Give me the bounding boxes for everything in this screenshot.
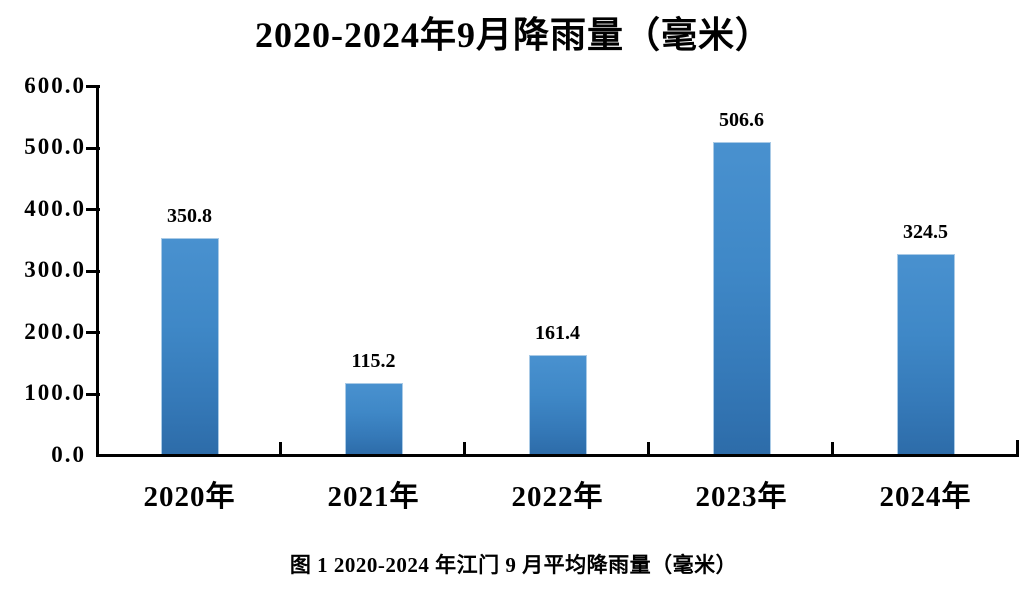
bar-2022年	[528, 354, 587, 454]
chart-title: 2020-2024年9月降雨量（毫米）	[255, 15, 772, 55]
y-axis-tick	[86, 392, 100, 396]
bar-value-label: 161.4	[535, 321, 580, 344]
bar-value-label: 115.2	[351, 350, 396, 373]
x-axis-end-tick	[1016, 440, 1019, 454]
bar-2023年	[712, 142, 771, 454]
y-axis-tick-label: 100.0	[24, 379, 86, 405]
bar-value-label: 506.6	[719, 109, 764, 132]
y-axis-tick	[86, 146, 100, 150]
x-axis-tick	[279, 442, 282, 454]
y-axis-tick-label: 600.0	[24, 72, 86, 98]
bar-2021年	[344, 383, 403, 454]
y-axis-tick	[86, 208, 100, 211]
x-axis-category-label: 2021年	[327, 481, 420, 513]
x-axis-tick	[831, 442, 834, 454]
x-axis-category-label: 2020年	[143, 481, 236, 513]
x-axis-category-label: 2022年	[511, 481, 604, 513]
y-axis-tick	[86, 269, 100, 273]
chart-caption: 图 1 2020-2024 年江门 9 月平均降雨量（毫米）	[289, 553, 738, 577]
y-axis-tick-label: 500.0	[24, 133, 86, 159]
y-axis-tick-label: 200.0	[24, 318, 86, 344]
bar-2020年	[160, 238, 219, 454]
x-axis-category-label: 2023年	[695, 481, 788, 513]
y-axis-tick-label: 0.0	[51, 441, 86, 467]
y-axis-tick-label: 400.0	[24, 195, 86, 221]
x-axis-category-label: 2024年	[879, 481, 972, 513]
y-axis-tick-label: 300.0	[24, 256, 86, 282]
bar-value-label: 350.8	[167, 205, 212, 228]
y-axis-tick	[86, 85, 100, 88]
x-axis-tick	[647, 442, 650, 454]
x-axis-line	[96, 454, 1019, 457]
bar-2024年	[896, 254, 955, 454]
x-axis-tick	[463, 442, 466, 454]
y-axis-tick	[86, 331, 100, 334]
bar-value-label: 324.5	[903, 221, 948, 244]
